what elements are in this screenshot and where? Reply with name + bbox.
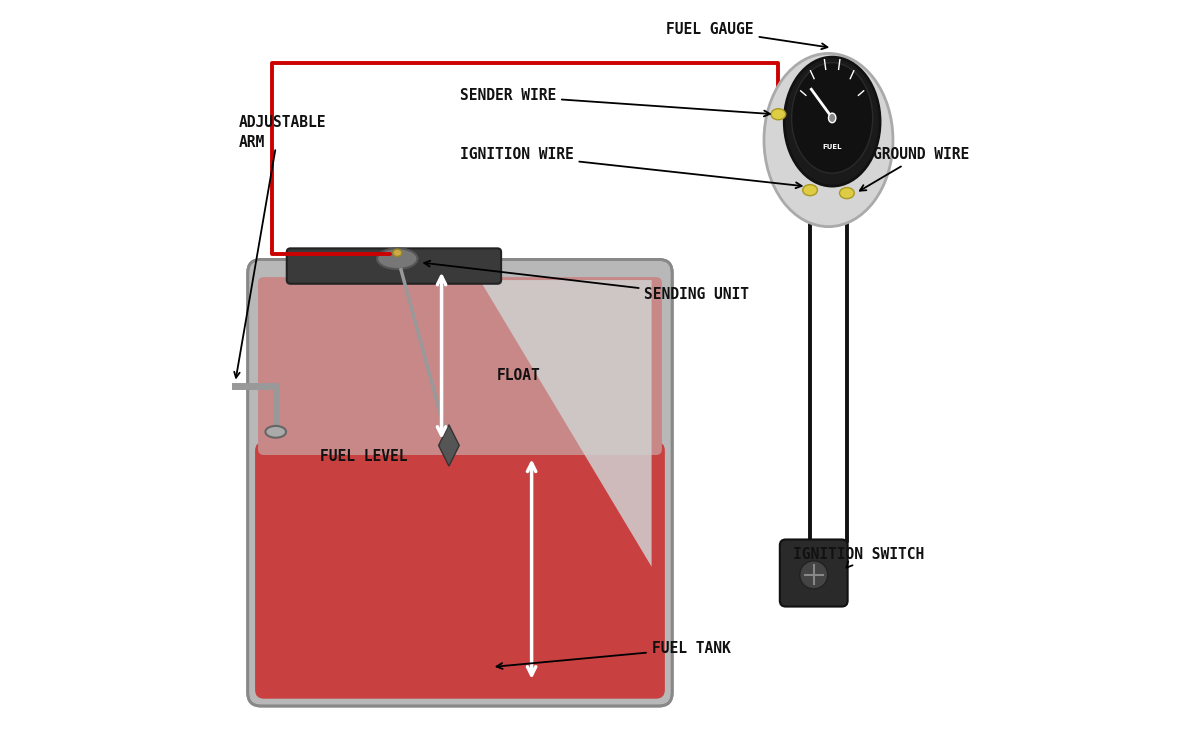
FancyBboxPatch shape	[258, 277, 662, 455]
FancyBboxPatch shape	[780, 539, 847, 607]
Text: FUEL GAUGE: FUEL GAUGE	[666, 22, 828, 49]
Text: FUEL: FUEL	[822, 144, 842, 150]
Text: GROUND WIRE: GROUND WIRE	[860, 147, 968, 191]
Ellipse shape	[792, 63, 872, 173]
Text: IGNITION SWITCH: IGNITION SWITCH	[793, 547, 924, 567]
FancyBboxPatch shape	[287, 248, 502, 284]
Ellipse shape	[840, 187, 854, 198]
Text: FUEL LEVEL: FUEL LEVEL	[320, 450, 408, 464]
Ellipse shape	[392, 249, 402, 256]
Ellipse shape	[377, 248, 418, 269]
Ellipse shape	[785, 57, 880, 186]
Text: FLOAT: FLOAT	[497, 368, 540, 383]
Ellipse shape	[828, 113, 836, 122]
Ellipse shape	[770, 108, 786, 119]
Text: FUEL TANK: FUEL TANK	[497, 641, 731, 669]
Text: ADJUSTABLE
ARM: ADJUSTABLE ARM	[239, 115, 326, 150]
Text: IGNITION WIRE: IGNITION WIRE	[460, 147, 802, 188]
Polygon shape	[438, 425, 460, 466]
Ellipse shape	[764, 54, 893, 227]
Text: SENDER WIRE: SENDER WIRE	[460, 88, 770, 116]
Text: SENDING UNIT: SENDING UNIT	[424, 261, 749, 302]
Ellipse shape	[265, 426, 286, 438]
FancyBboxPatch shape	[247, 259, 672, 706]
Ellipse shape	[799, 561, 828, 589]
Ellipse shape	[803, 184, 817, 196]
FancyBboxPatch shape	[256, 441, 665, 699]
Polygon shape	[480, 280, 652, 567]
